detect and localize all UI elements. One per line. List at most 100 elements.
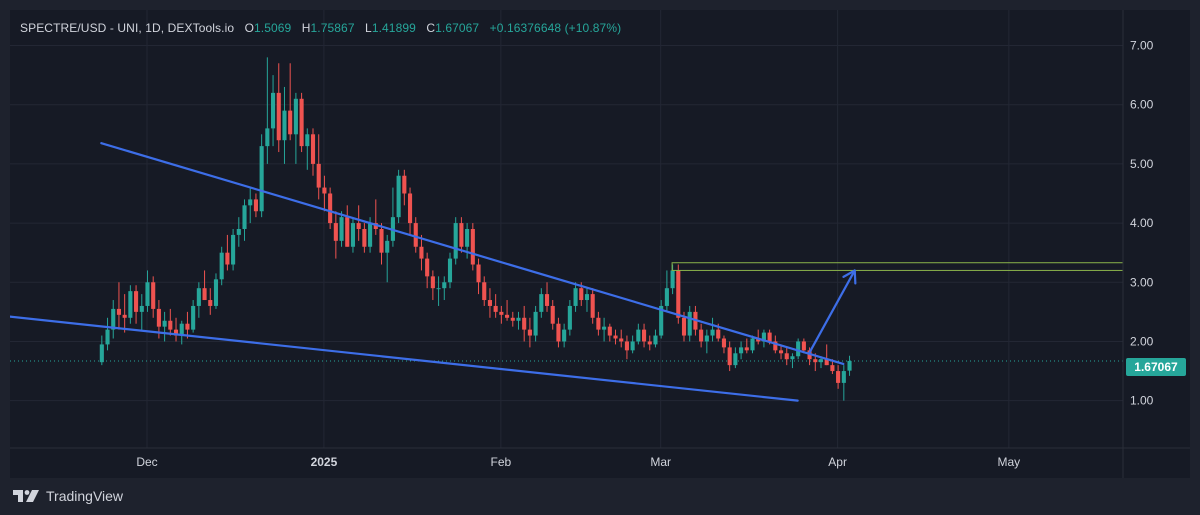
candle[interactable] [305,128,310,170]
candle[interactable] [390,187,395,247]
candle[interactable] [202,270,207,301]
candle[interactable] [499,305,504,324]
candle[interactable] [265,57,270,164]
candle[interactable] [196,282,201,318]
candle[interactable] [836,365,841,389]
candle[interactable] [316,134,321,200]
candle[interactable] [476,258,481,295]
candle[interactable] [562,323,567,348]
candle[interactable] [459,217,464,253]
candle[interactable] [419,234,424,271]
candle[interactable] [539,288,544,318]
candle[interactable] [533,305,538,342]
candle[interactable] [619,329,624,348]
candle[interactable] [784,347,789,366]
candle[interactable] [824,344,829,366]
candle[interactable] [801,338,806,354]
candle[interactable] [379,223,384,265]
candle[interactable] [356,205,361,241]
chart-canvas[interactable]: 7.00 6.00 5.00 4.00 3.00 2.00 1.00 Dec 2025 Feb Ma… [10,10,1190,478]
candle[interactable] [613,329,618,345]
candle[interactable] [328,187,333,229]
candle[interactable] [322,175,327,212]
footer-brand[interactable]: TradingView [12,486,123,506]
candle[interactable] [482,276,487,306]
candle[interactable] [208,288,213,315]
candle[interactable] [259,134,264,218]
candle[interactable] [168,308,173,336]
candle[interactable] [270,75,276,147]
candle[interactable] [596,311,601,336]
breakout-arrow[interactable] [807,269,856,355]
candle[interactable] [699,323,704,348]
candle[interactable] [556,317,561,348]
candle[interactable] [750,335,755,354]
candle[interactable] [145,270,150,312]
candle[interactable] [173,317,179,342]
candle[interactable] [470,223,475,271]
candle[interactable] [151,276,156,318]
candle[interactable] [385,234,390,283]
candle[interactable] [350,217,356,253]
candle[interactable] [442,276,447,301]
candle[interactable] [522,305,527,342]
candle[interactable] [602,317,607,342]
candle[interactable] [847,355,852,376]
candle[interactable] [116,282,122,330]
candle[interactable] [744,338,749,354]
candle[interactable] [727,341,732,372]
candle[interactable] [590,288,595,324]
lower-trendline[interactable] [10,315,799,402]
candle[interactable] [841,365,846,401]
candle[interactable] [756,329,761,345]
candle[interactable] [659,300,664,339]
candle[interactable] [739,341,744,360]
candle[interactable] [505,300,510,321]
candle[interactable] [99,335,104,366]
candle[interactable] [453,217,458,265]
candle[interactable] [373,199,378,235]
candle[interactable] [333,211,338,259]
candle[interactable] [573,282,578,312]
candle[interactable] [778,344,784,360]
candle[interactable] [584,288,590,312]
candle[interactable] [248,187,253,224]
candle[interactable] [567,300,572,336]
candle[interactable] [288,63,293,141]
candle[interactable] [607,323,612,342]
candle[interactable] [122,294,127,333]
candle[interactable] [396,169,401,224]
candle[interactable] [630,335,635,354]
candle[interactable] [493,294,498,318]
candle[interactable] [128,285,133,324]
candle[interactable] [219,246,224,286]
candle[interactable] [339,211,344,247]
candle[interactable] [527,317,532,348]
candle[interactable] [242,199,247,241]
candle[interactable] [293,92,298,164]
candle[interactable] [345,205,350,247]
candle[interactable] [134,285,139,324]
candle[interactable] [647,335,652,351]
candle[interactable] [310,128,316,176]
candle[interactable] [790,353,795,369]
candle[interactable] [516,311,521,330]
candle[interactable] [213,273,219,309]
candle[interactable] [185,311,190,339]
candle[interactable] [105,317,110,351]
candle[interactable] [276,63,281,153]
candle[interactable] [253,193,258,218]
candle[interactable] [407,187,413,235]
candle[interactable] [162,311,167,342]
candle[interactable] [447,252,453,289]
candle[interactable] [733,347,738,369]
candle[interactable] [687,305,692,342]
candle[interactable] [430,270,435,301]
candle[interactable] [544,282,550,312]
resistance-box[interactable] [671,262,1124,271]
candle[interactable] [362,223,367,253]
candle[interactable] [710,317,715,342]
upper-trendline[interactable] [100,142,845,366]
candle[interactable] [636,323,641,345]
candle[interactable] [179,320,184,345]
